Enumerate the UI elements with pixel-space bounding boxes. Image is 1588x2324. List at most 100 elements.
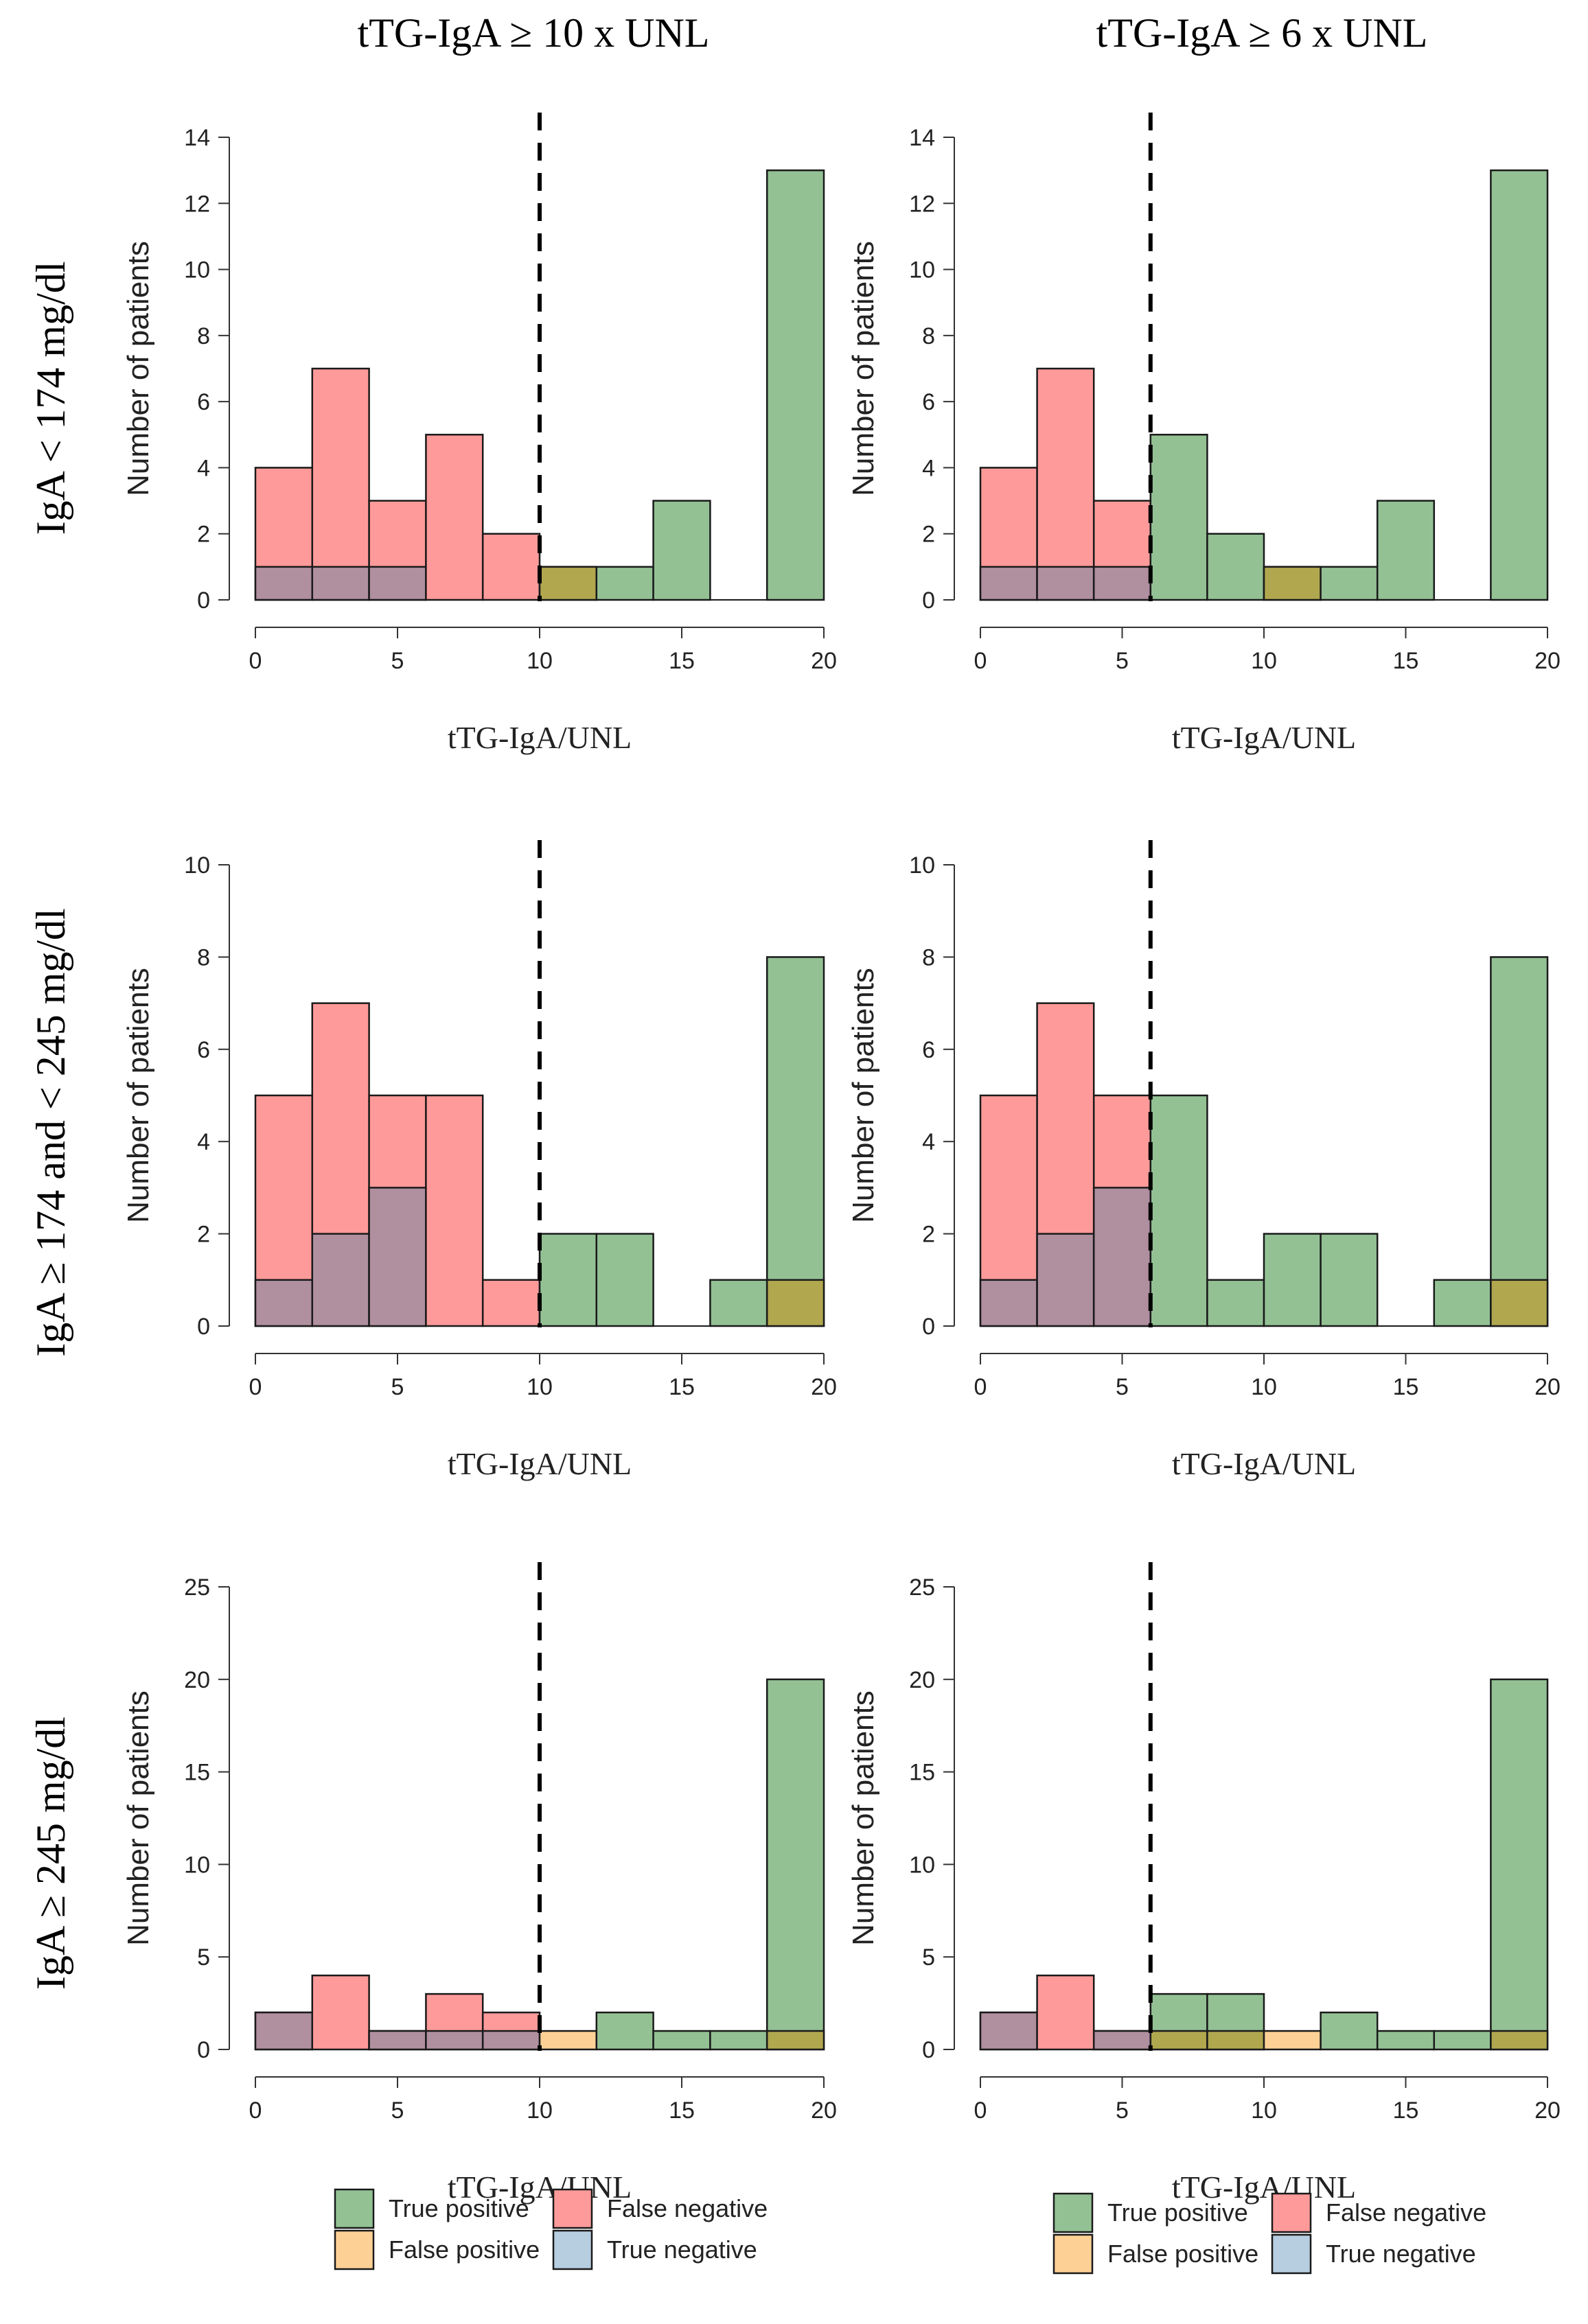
histogram-panel-5: 0 5 10 15 20 25 Number of patients 0 5 10 15 20 tTG-… xyxy=(122,1562,837,2205)
true-positive-bar xyxy=(1376,2030,1436,2051)
histogram-panel-3: 0 2 4 6 8 10 Number of patients 0 5 10 15 20 tTG-IgA… xyxy=(122,840,837,1481)
legend-label-false-negative: False negative xyxy=(607,2194,768,2222)
x-tick-label: 5 xyxy=(1116,1374,1129,1400)
true-positive-bar xyxy=(595,2011,654,2051)
row-title-iga-low: IgA < 174 mg/dl xyxy=(28,262,73,535)
x-tick-label: 5 xyxy=(391,1374,404,1400)
x-tick-label: 10 xyxy=(1251,2098,1277,2124)
x-tick-label: 20 xyxy=(1534,2098,1561,2124)
legend-label-true-negative: True negative xyxy=(607,2235,757,2264)
x-axis-label: tTG-IgA/UNL xyxy=(448,720,632,755)
y-tick-label: 10 xyxy=(909,852,935,879)
x-tick-label: 0 xyxy=(249,2098,262,2124)
x-tick-label: 5 xyxy=(1116,648,1129,674)
x-tick-label: 5 xyxy=(391,648,404,674)
true-positive-bar xyxy=(1376,500,1436,601)
false-negative-bar xyxy=(481,533,541,601)
true-negative-bar xyxy=(979,566,1038,601)
true-negative-bar xyxy=(979,1279,1038,1327)
y-tick-label: 10 xyxy=(184,1852,210,1878)
true-positive-bar xyxy=(1320,566,1379,601)
legend-label-false-positive: False positive xyxy=(389,2235,540,2264)
true-negative-bar xyxy=(481,2030,541,2051)
y-tick-label: 2 xyxy=(922,1222,935,1248)
x-tick-label: 5 xyxy=(391,2098,404,2124)
false-positive-bar xyxy=(538,2030,598,2051)
legend-label-false-positive: False positive xyxy=(1107,2240,1258,2268)
x-tick-label: 20 xyxy=(1534,1374,1561,1400)
true-positive-bar xyxy=(1490,169,1549,601)
x-axis-label: tTG-IgA/UNL xyxy=(1172,720,1356,755)
y-tick-label: 25 xyxy=(184,1574,210,1601)
true-positive-bar xyxy=(1490,1678,1549,2051)
y-tick-label: 10 xyxy=(184,852,210,879)
x-axis-label: tTG-IgA/UNL xyxy=(1172,2170,1356,2205)
x-tick-label: 0 xyxy=(249,1374,262,1400)
legend-swatch-true-positive xyxy=(1052,2192,1094,2233)
legend-swatch-false-negative xyxy=(552,2188,593,2229)
true-positive-bar xyxy=(1320,1233,1379,1327)
false-negative-bar xyxy=(311,367,370,601)
false-negative-bar xyxy=(1036,367,1095,601)
histogram-panel-6: 0 5 10 15 20 25 Number of patients 0 5 10 15 20 tTG-… xyxy=(847,1562,1561,2205)
y-tick-label: 2 xyxy=(197,522,210,548)
true-negative-bar xyxy=(1092,1187,1152,1327)
true-positive-bar xyxy=(652,2030,711,2051)
y-axis-label: Number of patients xyxy=(122,1690,155,1946)
y-tick-label: 10 xyxy=(909,1852,935,1878)
false-positive-bar xyxy=(1490,1279,1549,1327)
y-tick-label: 0 xyxy=(922,1314,935,1340)
legend-2: True positive False negative False positiv… xyxy=(1052,2192,1486,2275)
true-positive-bar xyxy=(1263,1233,1322,1327)
true-negative-bar xyxy=(254,566,314,601)
true-negative-bar xyxy=(1036,566,1095,601)
x-tick-label: 20 xyxy=(811,2098,837,2124)
y-axis-label: Number of patients xyxy=(122,968,155,1223)
x-tick-label: 15 xyxy=(669,1374,695,1400)
y-tick-label: 6 xyxy=(922,389,935,415)
y-tick-label: 10 xyxy=(909,257,935,283)
x-tick-label: 15 xyxy=(669,648,695,674)
y-tick-label: 8 xyxy=(197,323,210,349)
y-tick-label: 8 xyxy=(922,323,935,349)
x-tick-label: 10 xyxy=(1251,648,1277,674)
true-positive-bar xyxy=(1149,1094,1208,1327)
false-negative-bar xyxy=(425,434,484,601)
true-negative-bar xyxy=(1092,2030,1152,2051)
true-positive-bar xyxy=(1433,1279,1492,1327)
true-positive-bar xyxy=(1206,1279,1265,1327)
true-negative-bar xyxy=(1092,566,1152,601)
y-tick-label: 0 xyxy=(922,2037,935,2063)
y-tick-label: 20 xyxy=(909,1667,935,1693)
x-tick-label: 10 xyxy=(527,648,553,674)
false-negative-bar xyxy=(481,1279,541,1327)
true-negative-bar xyxy=(425,2030,484,2051)
legends: True positive False negative False positiv… xyxy=(334,2188,1486,2275)
true-positive-bar xyxy=(652,500,711,601)
x-tick-label: 0 xyxy=(974,2098,987,2124)
false-positive-bar xyxy=(766,1279,825,1327)
true-negative-bar xyxy=(311,1233,370,1327)
y-tick-label: 6 xyxy=(922,1037,935,1063)
column-title-cutoff-6: tTG-IgA ≥ 6 x UNL xyxy=(1096,10,1428,56)
y-tick-label: 0 xyxy=(197,588,210,614)
legend-label-true-positive: True positive xyxy=(1107,2198,1248,2227)
histogram-panel-2: 0 2 4 6 8 10 12 14 Number of patients 0 5 10 15 20 tTG… xyxy=(847,113,1561,755)
y-axis-label: Number of patients xyxy=(122,241,155,496)
y-tick-label: 4 xyxy=(922,455,935,481)
legend-label-false-negative: False negative xyxy=(1326,2198,1486,2227)
true-positive-bar xyxy=(766,1678,825,2051)
y-tick-label: 12 xyxy=(909,191,935,217)
x-tick-label: 0 xyxy=(974,648,987,674)
true-negative-bar xyxy=(311,566,370,601)
y-axis-label: Number of patients xyxy=(847,1690,880,1946)
x-axis-label: tTG-IgA/UNL xyxy=(448,1446,632,1481)
x-tick-label: 20 xyxy=(811,1374,837,1400)
x-tick-label: 5 xyxy=(1116,2098,1129,2124)
x-tick-label: 15 xyxy=(669,2098,695,2124)
true-negative-bar xyxy=(979,2011,1038,2051)
y-tick-label: 4 xyxy=(197,455,210,481)
false-positive-bar xyxy=(1149,2030,1208,2051)
true-positive-bar xyxy=(766,169,825,601)
